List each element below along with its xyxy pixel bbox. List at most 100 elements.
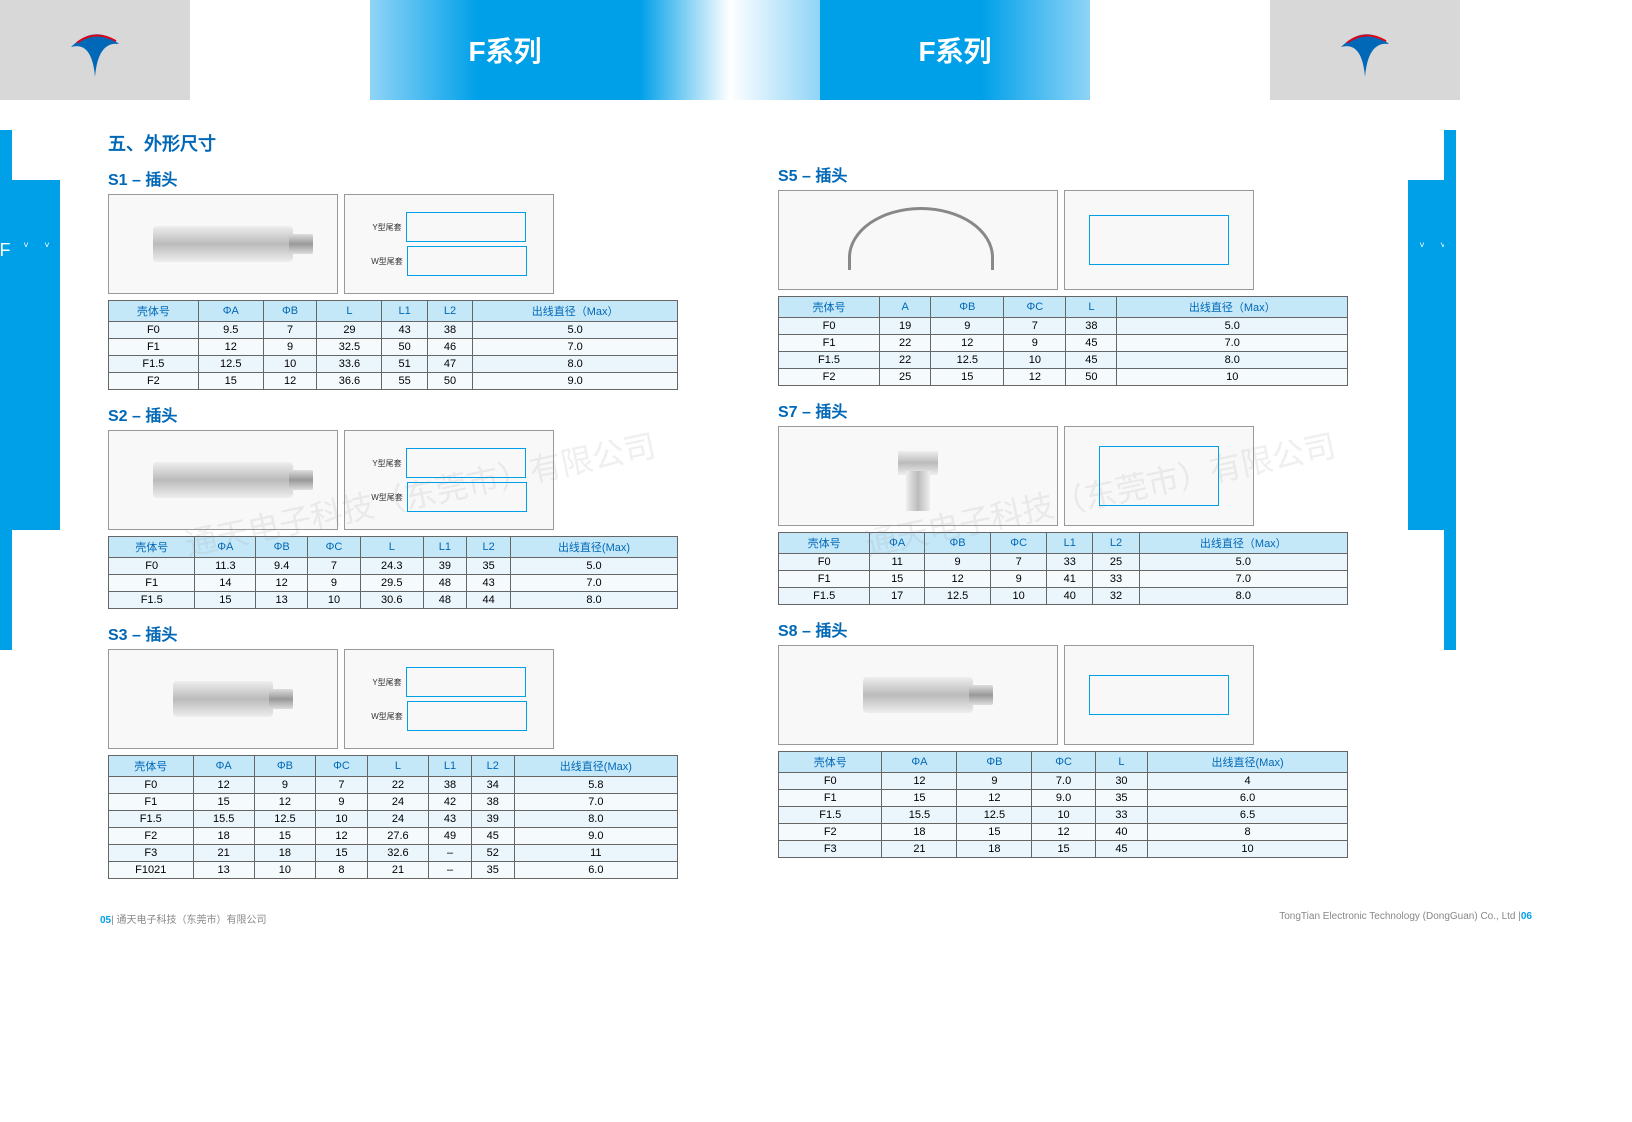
header-gap [190, 0, 370, 100]
table-cell: 10 [254, 862, 315, 879]
table-s1: 壳体号ΦAΦBLL1L2出线直径（Max）F09.572943385.0F112… [108, 300, 678, 390]
table-cell: 52 [471, 845, 514, 862]
diagram-s1: Y型尾套 W型尾套 [344, 194, 554, 294]
table-header-cell: L2 [427, 301, 472, 322]
table-cell: 35 [1095, 790, 1147, 807]
table-cell: 33 [1093, 571, 1139, 588]
table-s7: 壳体号ΦAΦBΦCL1L2出线直径（Max）F0119733255.0F1151… [778, 532, 1348, 605]
table-cell: F2 [109, 828, 194, 845]
main-title: 五、外形尺寸 [108, 130, 678, 156]
table-cell: 45 [471, 828, 514, 845]
section-title-s3: S3 – 插头 [108, 621, 678, 645]
table-header-cell: L [317, 301, 382, 322]
table-cell: F1.5 [779, 352, 880, 369]
page-right: S5 – 插头 壳体号AΦBΦCL出线直径（Max）F01997385.0F12… [778, 130, 1348, 891]
table-row: F11512941337.0 [779, 571, 1348, 588]
brand-logo-icon [1335, 20, 1395, 80]
table-row: F1.52212.510458.0 [779, 352, 1348, 369]
table-cell: 12 [1004, 369, 1066, 386]
table-cell: F1.5 [779, 588, 870, 605]
footer-right: TongTian Electronic Technology (DongGuan… [1279, 911, 1532, 926]
page-number-left: 05 [100, 915, 111, 926]
table-cell: 8.0 [473, 356, 678, 373]
table-cell: 12 [882, 773, 957, 790]
table-cell: 36.6 [317, 373, 382, 390]
table-cell: 7 [263, 322, 317, 339]
table-row: F1.515.512.5102443398.0 [109, 811, 678, 828]
logo-box-right [1270, 0, 1460, 100]
table-cell: F1.5 [109, 356, 199, 373]
table-cell: 12 [316, 828, 368, 845]
table-cell: 8.0 [1117, 352, 1348, 369]
table-row: F1.515.512.510336.5 [779, 807, 1348, 824]
table-row: F122129457.0 [779, 335, 1348, 352]
table-cell: F1.5 [779, 807, 882, 824]
table-s8: 壳体号ΦAΦBΦCL出线直径(Max)F01297.0304F115129.03… [778, 751, 1348, 858]
table-row: F32118154510 [779, 841, 1348, 858]
table-cell: 30.6 [360, 592, 423, 609]
table-header-cell: ΦB [925, 533, 991, 554]
table-row: F012972238345.8 [109, 777, 678, 794]
table-cell: 8 [316, 862, 368, 879]
table-cell: 10 [308, 592, 361, 609]
table-cell: 13 [256, 592, 308, 609]
table-cell: 13 [193, 862, 254, 879]
table-cell: 33 [1047, 554, 1093, 571]
photo-s7 [778, 426, 1058, 526]
table-s5: 壳体号AΦBΦCL出线直径（Max）F01997385.0F122129457.… [778, 296, 1348, 386]
table-cell: 12 [263, 373, 317, 390]
table-row: F1151292442387.0 [109, 794, 678, 811]
table-cell: 9.4 [256, 558, 308, 575]
table-cell: 15 [198, 373, 263, 390]
table-row: F115129.0356.0 [779, 790, 1348, 807]
table-header-cell: ΦA [198, 301, 263, 322]
table-cell: 50 [1066, 369, 1117, 386]
table-header-cell: L2 [1093, 533, 1139, 554]
table-row: F01297.0304 [779, 773, 1348, 790]
table-cell: 5.0 [1117, 318, 1348, 335]
table-row: F011.39.4724.339355.0 [109, 558, 678, 575]
table-header-cell: ΦA [195, 537, 256, 558]
table-cell: 8.0 [514, 811, 677, 828]
table-cell: 12.5 [931, 352, 1004, 369]
footer: 05| 通天电子科技（东莞市）有限公司 TongTian Electronic … [0, 891, 1632, 936]
table-cell: F2 [779, 824, 882, 841]
table-cell: 12.5 [254, 811, 315, 828]
table-cell: 10 [1148, 841, 1348, 858]
diagram-s8 [1064, 645, 1254, 745]
table-cell: F1.5 [109, 811, 194, 828]
table-row: F01997385.0 [779, 318, 1348, 335]
content-area: 通天˅˅˅F系列 五、外形尺寸 S1 – 插头 Y型尾套 W型尾套 壳体号ΦAΦ… [0, 100, 1632, 891]
table-cell: 21 [193, 845, 254, 862]
diagram-icon [407, 246, 527, 276]
table-cell: 18 [882, 824, 957, 841]
table-cell: 18 [254, 845, 315, 862]
table-row: F22515125010 [779, 369, 1348, 386]
table-cell: F0 [779, 554, 870, 571]
table-cell: 9.0 [514, 828, 677, 845]
table-cell: 5.0 [511, 558, 678, 575]
table-cell: 10 [1032, 807, 1095, 824]
table-row: F112932.550467.0 [109, 339, 678, 356]
table-cell: 7 [316, 777, 368, 794]
table-cell: 18 [957, 841, 1032, 858]
table-cell: 33 [1095, 807, 1147, 824]
diagram-s2: Y型尾套 W型尾套 [344, 430, 554, 530]
table-cell: 7.0 [1117, 335, 1348, 352]
table-cell: 34 [471, 777, 514, 794]
table-cell: 9.0 [1032, 790, 1095, 807]
table-cell: 15 [870, 571, 925, 588]
table-cell: 43 [467, 575, 511, 592]
table-row: F0119733255.0 [779, 554, 1348, 571]
table-header-cell: L1 [382, 301, 427, 322]
table-cell: 6.0 [514, 862, 677, 879]
table-cell: F1 [779, 790, 882, 807]
section-title-s7: S7 – 插头 [778, 398, 1348, 422]
table-cell: 47 [427, 356, 472, 373]
table-header-cell: L2 [467, 537, 511, 558]
table-cell: 10 [263, 356, 317, 373]
table-cell: 15 [254, 828, 315, 845]
table-cell: F0 [109, 322, 199, 339]
table-header-cell: 壳体号 [779, 752, 882, 773]
table-cell: 32 [1093, 588, 1139, 605]
